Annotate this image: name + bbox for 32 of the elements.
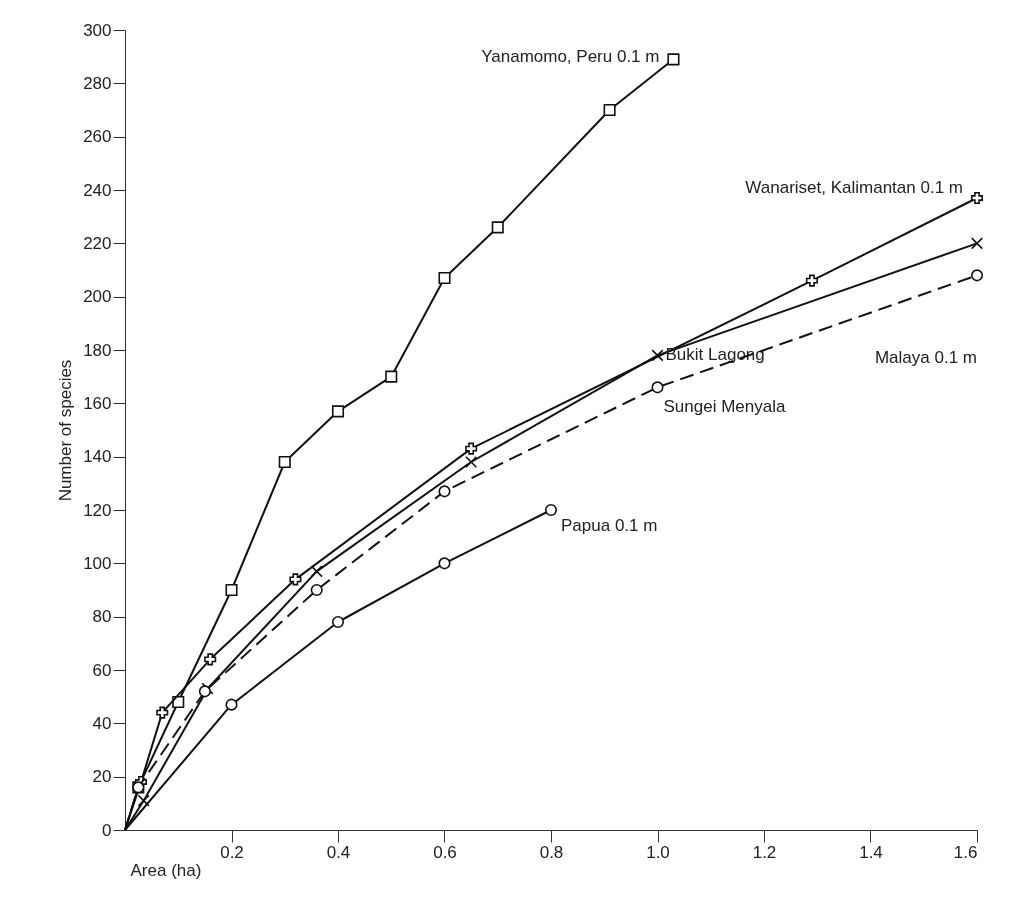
x-tick-label: 1.6 — [953, 842, 978, 862]
y-tick-label: 280 — [83, 73, 112, 93]
x-tick-label: 0.6 — [433, 842, 457, 862]
y-tick-label: 0 — [102, 820, 112, 840]
x-tick-label: 1.4 — [859, 842, 883, 862]
series-label: Sungei Menyala — [663, 397, 786, 417]
y-tick-label: 60 — [92, 660, 112, 680]
y-tick-label: 240 — [83, 180, 112, 200]
y-tick-label: 180 — [83, 340, 112, 360]
y-tick-label: 120 — [83, 500, 112, 520]
series-label: Bukit Lagong — [665, 345, 765, 365]
y-tick-label: 300 — [83, 20, 112, 40]
annotation: Malaya 0.1 m — [874, 348, 977, 367]
y-tick-label: 200 — [83, 287, 112, 307]
series-label: Yanamomo, Peru 0.1 m — [481, 47, 660, 67]
y-tick-label: 20 — [92, 767, 112, 787]
y-tick-label: 140 — [83, 447, 112, 467]
y-tick-label: 260 — [83, 127, 112, 147]
x-tick-label: 0.8 — [539, 842, 564, 862]
series-label: Wanariset, Kalimantan 0.1 m — [745, 178, 963, 197]
y-axis-title: Number of species — [56, 359, 76, 502]
x-tick-label: 0.4 — [326, 842, 351, 862]
x-tick-label: 1.2 — [752, 842, 777, 862]
x-tick-label: 1.0 — [646, 842, 670, 862]
y-tick-label: 100 — [83, 553, 112, 573]
series-label: Papua 0.1 m — [561, 516, 658, 535]
y-tick-label: 220 — [83, 233, 112, 253]
x-axis-title: Area (ha) — [130, 860, 202, 880]
y-tick-label: 160 — [83, 393, 112, 413]
y-tick-label: 80 — [92, 607, 112, 627]
y-tick-label: 40 — [92, 713, 112, 733]
x-tick-label: 0.2 — [220, 842, 244, 862]
